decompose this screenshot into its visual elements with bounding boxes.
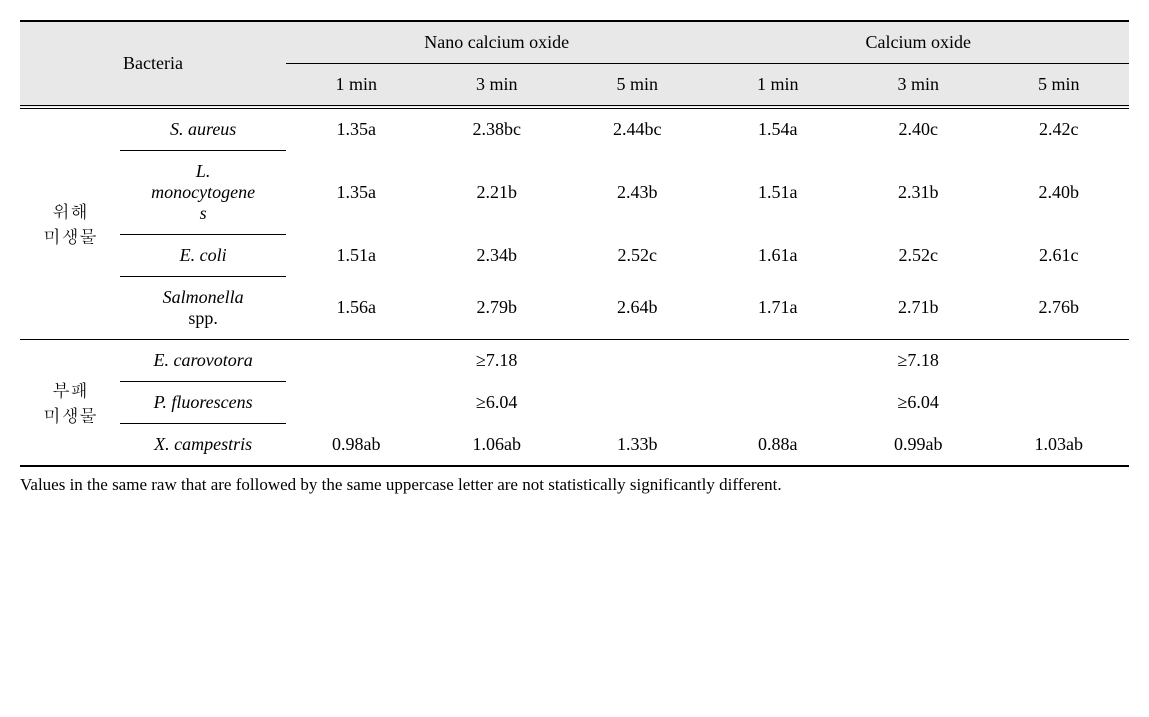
cell-value: 2.52c <box>848 235 989 277</box>
cell-value: 2.52c <box>567 235 708 277</box>
cell-value: 1.03ab <box>988 424 1129 467</box>
cell-value: 2.43b <box>567 151 708 235</box>
table-row: L. monocytogene s 1.35a 2.21b 2.43b 1.51… <box>20 151 1129 235</box>
table-row: 부패 미생물 E. carovotora ≥7.18 ≥7.18 <box>20 340 1129 382</box>
bacteria-name: S. aureus <box>120 107 286 151</box>
table-header: Bacteria Nano calcium oxide Calcium oxid… <box>20 21 1129 107</box>
cell-value: ≥6.04 <box>848 382 989 424</box>
table-row: X. campestris 0.98ab 1.06ab 1.33b 0.88a … <box>20 424 1129 467</box>
category-spoilage: 부패 미생물 <box>20 340 120 467</box>
bacteria-name: P. fluorescens <box>120 382 286 424</box>
table-row: E. coli 1.51a 2.34b 2.52c 1.61a 2.52c 2.… <box>20 235 1129 277</box>
cell-value: 2.31b <box>848 151 989 235</box>
cell-value: 2.76b <box>988 277 1129 340</box>
cell-value: 2.40b <box>988 151 1129 235</box>
bacteria-name: Salmonellaspp. <box>120 277 286 340</box>
cell-value: 1.35a <box>286 151 427 235</box>
header-cal-1min: 1 min <box>707 64 848 108</box>
cell-value: 1.51a <box>286 235 427 277</box>
cell-value: 0.98ab <box>286 424 427 467</box>
cell-value: 1.56a <box>286 277 427 340</box>
header-cal-5min: 5 min <box>988 64 1129 108</box>
table-row: 위해 미생물 S. aureus 1.35a 2.38bc 2.44bc 1.5… <box>20 107 1129 151</box>
cell-value: 2.79b <box>426 277 567 340</box>
cell-value: 0.99ab <box>848 424 989 467</box>
data-table: Bacteria Nano calcium oxide Calcium oxid… <box>20 20 1129 467</box>
cell-value: 2.44bc <box>567 107 708 151</box>
cell-value: 1.51a <box>707 151 848 235</box>
cell-value: 2.71b <box>848 277 989 340</box>
footnote-text: Values in the same raw that are followed… <box>20 475 1129 495</box>
cell-value: 0.88a <box>707 424 848 467</box>
bacteria-name: E. carovotora <box>120 340 286 382</box>
category-hazard: 위해 미생물 <box>20 107 120 340</box>
cell-value: 1.06ab <box>426 424 567 467</box>
cell-value: 2.64b <box>567 277 708 340</box>
cell-value: 1.33b <box>567 424 708 467</box>
cell-value: 2.61c <box>988 235 1129 277</box>
header-group-calcium: Calcium oxide <box>707 21 1129 64</box>
header-nano-5min: 5 min <box>567 64 708 108</box>
header-nano-3min: 3 min <box>426 64 567 108</box>
header-bacteria: Bacteria <box>20 21 286 107</box>
cell-value: ≥7.18 <box>426 340 567 382</box>
cell-value: 2.40c <box>848 107 989 151</box>
cell-value: 1.71a <box>707 277 848 340</box>
table-row: P. fluorescens ≥6.04 ≥6.04 <box>20 382 1129 424</box>
bacteria-name: E. coli <box>120 235 286 277</box>
cell-value: ≥7.18 <box>848 340 989 382</box>
cell-value: 2.21b <box>426 151 567 235</box>
cell-value: 1.54a <box>707 107 848 151</box>
table-row: Salmonellaspp. 1.56a 2.79b 2.64b 1.71a 2… <box>20 277 1129 340</box>
header-nano-1min: 1 min <box>286 64 427 108</box>
bacteria-name: X. campestris <box>120 424 286 467</box>
cell-value: 2.38bc <box>426 107 567 151</box>
cell-value: 2.34b <box>426 235 567 277</box>
bacteria-name: L. monocytogene s <box>120 151 286 235</box>
cell-value: 1.61a <box>707 235 848 277</box>
cell-value: 1.35a <box>286 107 427 151</box>
header-group-nano: Nano calcium oxide <box>286 21 708 64</box>
cell-value: 2.42c <box>988 107 1129 151</box>
header-cal-3min: 3 min <box>848 64 989 108</box>
cell-value: ≥6.04 <box>426 382 567 424</box>
